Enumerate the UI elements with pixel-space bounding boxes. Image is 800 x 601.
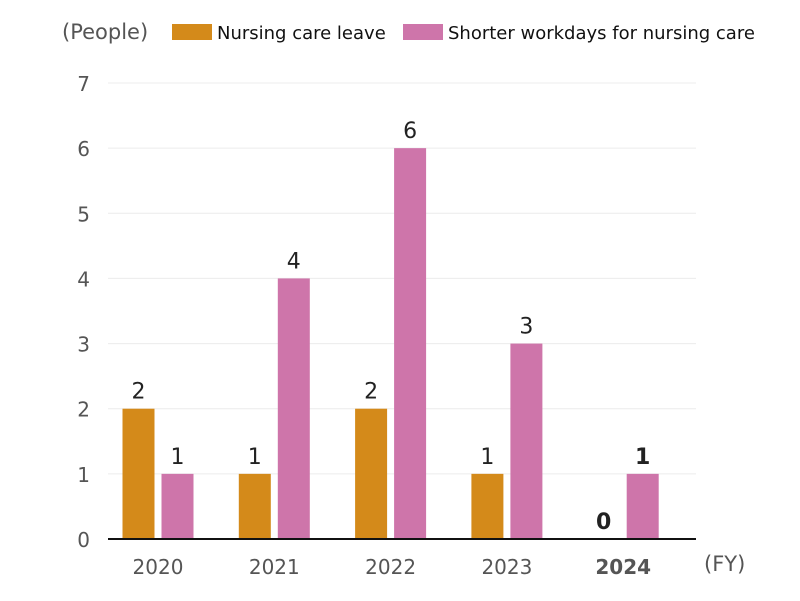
legend-label-nursing-care-leave: Nursing care leave	[217, 23, 386, 44]
x-axis-label: (FY)	[704, 552, 745, 576]
y-tick-label: 4	[77, 267, 90, 291]
data-label: 1	[171, 445, 185, 470]
bar-shorter-workdays-2020	[161, 473, 194, 539]
y-tick-label: 5	[77, 202, 90, 226]
data-label: 1	[635, 445, 650, 470]
data-label: 3	[519, 315, 533, 340]
data-label: 4	[287, 249, 301, 274]
bar-nursing-care-leave-2023	[471, 473, 504, 539]
y-tick-label: 3	[77, 333, 90, 357]
bar-shorter-workdays-2022	[394, 148, 427, 539]
y-tick-label: 0	[77, 528, 90, 552]
y-tick-label: 6	[77, 137, 90, 161]
bar-nursing-care-leave-2022	[355, 408, 388, 539]
y-axis-label: (People)	[62, 20, 148, 44]
y-tick-label: 7	[77, 72, 90, 96]
legend-label-shorter-workdays: Shorter workdays for nursing care	[448, 23, 755, 44]
data-label: 1	[248, 445, 262, 470]
x-tick-label: 2024	[595, 555, 651, 579]
data-label: 6	[403, 119, 417, 144]
data-label: 0	[596, 510, 611, 535]
bar-shorter-workdays-2021	[277, 278, 310, 539]
data-label: 1	[480, 445, 494, 470]
legend: Nursing care leave Shorter workdays for …	[172, 23, 755, 44]
y-tick-label: 2	[77, 398, 90, 422]
bar-nursing-care-leave-2020	[122, 408, 155, 539]
y-tick-label: 1	[77, 463, 90, 487]
x-tick-label: 2020	[133, 555, 184, 579]
x-tick-label: 2023	[481, 555, 532, 579]
data-label: 2	[364, 380, 378, 405]
x-tick-label: 2021	[249, 555, 300, 579]
legend-swatch-nursing-care-leave	[172, 24, 212, 40]
x-tick-label: 2022	[365, 555, 416, 579]
bar-shorter-workdays-2023	[510, 343, 543, 539]
bar-nursing-care-leave-2021	[238, 473, 271, 539]
legend-swatch-shorter-workdays	[403, 24, 443, 40]
data-label: 2	[132, 380, 146, 405]
bar-shorter-workdays-2024	[626, 473, 659, 539]
